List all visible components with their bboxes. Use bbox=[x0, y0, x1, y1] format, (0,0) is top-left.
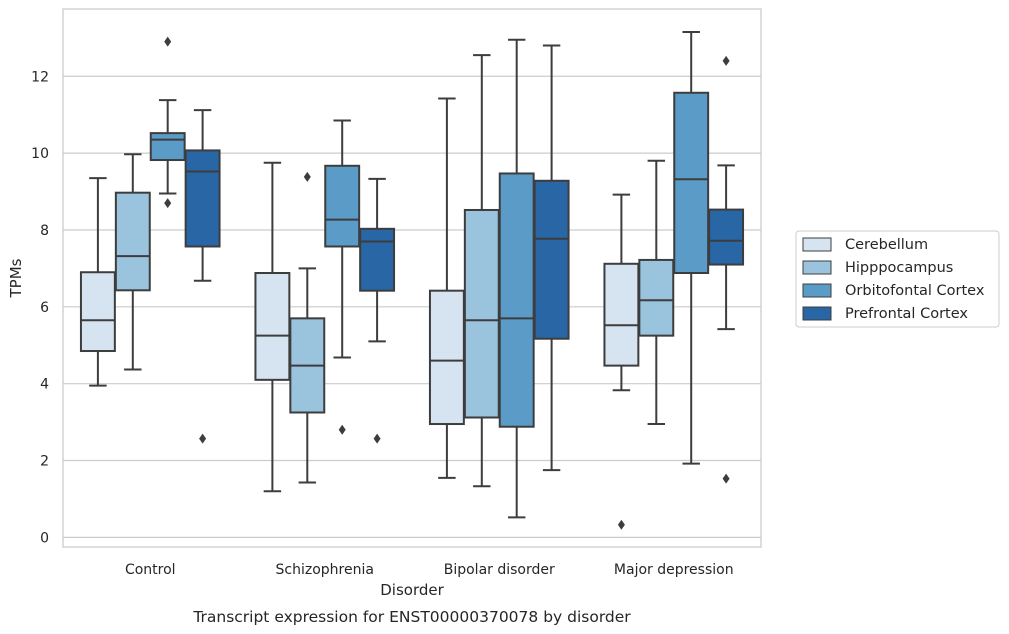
iqr-box bbox=[428, 289, 465, 426]
box-control-cerebellum bbox=[79, 177, 116, 387]
legend-frame bbox=[795, 230, 1000, 328]
y-tick-label-2: 2 bbox=[40, 454, 49, 470]
legend-swatch bbox=[802, 283, 832, 298]
y-tick-label-10: 10 bbox=[31, 146, 49, 162]
iqr-box bbox=[184, 149, 221, 248]
outlier-point bbox=[164, 36, 172, 47]
legend-label: Prefrontal Cortex bbox=[845, 306, 968, 322]
y-tick-label-4: 4 bbox=[40, 377, 49, 393]
outlier-point bbox=[617, 519, 625, 530]
iqr-box bbox=[533, 179, 570, 340]
iqr-box bbox=[359, 227, 396, 292]
outlier-point bbox=[338, 424, 346, 435]
outlier-point bbox=[722, 55, 730, 66]
box-control-hipppocampus bbox=[114, 153, 151, 371]
iqr-box bbox=[673, 91, 710, 275]
iqr-box bbox=[498, 172, 535, 428]
iqr-box bbox=[603, 262, 640, 367]
x-axis-label: Disorder bbox=[380, 581, 444, 599]
legend-item-cerebellum: Cerebellum bbox=[802, 237, 928, 253]
iqr-box bbox=[638, 258, 675, 337]
box-schizophrenia-prefrontal-cortex bbox=[359, 177, 396, 444]
box-control-orbitofontal-cortex bbox=[149, 36, 186, 209]
y-tick-label-12: 12 bbox=[31, 69, 49, 85]
outlier-point bbox=[164, 198, 172, 209]
box-schizophrenia-hipppocampus bbox=[289, 171, 326, 484]
iqr-box bbox=[324, 164, 361, 248]
legend: Cerebellum Hipppocampus Orbitofontal Corte… bbox=[795, 230, 1000, 328]
legend-item-orbitofontal-cortex: Orbitofontal Cortex bbox=[802, 283, 985, 299]
legend-label: Orbitofontal Cortex bbox=[845, 283, 985, 299]
y-tick-labels: 0 2 4 6 8 10 12 bbox=[31, 69, 49, 546]
legend-item-prefrontal-cortex: Prefrontal Cortex bbox=[802, 306, 968, 322]
legend-swatch bbox=[802, 237, 832, 252]
outlier-point bbox=[199, 433, 207, 444]
iqr-box bbox=[254, 272, 291, 381]
iqr-box bbox=[114, 191, 151, 292]
box-major-depression-prefrontal-cortex bbox=[708, 55, 745, 484]
legend-label: Cerebellum bbox=[845, 237, 928, 253]
outlier-point bbox=[373, 433, 381, 444]
box-bipolar-disorder-cerebellum bbox=[428, 97, 465, 479]
box-major-depression-hipppocampus bbox=[638, 159, 675, 426]
box-major-depression-cerebellum bbox=[603, 193, 640, 530]
box-control-prefrontal-cortex bbox=[184, 109, 221, 444]
plot-frame bbox=[62, 8, 762, 548]
legend-item-hipppocampus: Hipppocampus bbox=[802, 260, 953, 276]
box-schizophrenia-cerebellum bbox=[254, 161, 291, 493]
outlier-point bbox=[722, 473, 730, 484]
y-tick-label-0: 0 bbox=[40, 530, 49, 546]
iqr-box bbox=[149, 132, 186, 162]
y-tick-label-6: 6 bbox=[40, 300, 49, 316]
box-bipolar-disorder-prefrontal-cortex bbox=[533, 44, 570, 472]
y-axis-label: TPMs bbox=[7, 258, 25, 298]
chart-caption: Transcript expression for ENST0000037007… bbox=[192, 608, 631, 626]
legend-swatch bbox=[802, 306, 832, 321]
iqr-box bbox=[463, 208, 500, 419]
x-tick-label-schizophrenia: Schizophrenia bbox=[276, 562, 374, 578]
box-major-depression-orbitofontal-cortex bbox=[673, 31, 710, 465]
legend-label: Hipppocampus bbox=[845, 260, 953, 276]
legend-swatch bbox=[802, 260, 832, 275]
boxes bbox=[79, 31, 745, 530]
y-tick-label-8: 8 bbox=[40, 223, 49, 239]
x-tick-labels: Control Schizophrenia Bipolar disorder Majo… bbox=[125, 562, 734, 578]
iqr-box bbox=[79, 271, 116, 353]
x-tick-label-bipolar-disorder: Bipolar disorder bbox=[444, 562, 555, 578]
box-schizophrenia-orbitofontal-cortex bbox=[324, 119, 361, 435]
box-bipolar-disorder-hipppocampus bbox=[463, 54, 500, 488]
box-bipolar-disorder-orbitofontal-cortex bbox=[498, 38, 535, 519]
x-tick-label-control: Control bbox=[125, 562, 176, 578]
iqr-box bbox=[708, 208, 745, 266]
outlier-point bbox=[303, 171, 311, 182]
x-tick-label-major-depression: Major depression bbox=[614, 562, 734, 578]
